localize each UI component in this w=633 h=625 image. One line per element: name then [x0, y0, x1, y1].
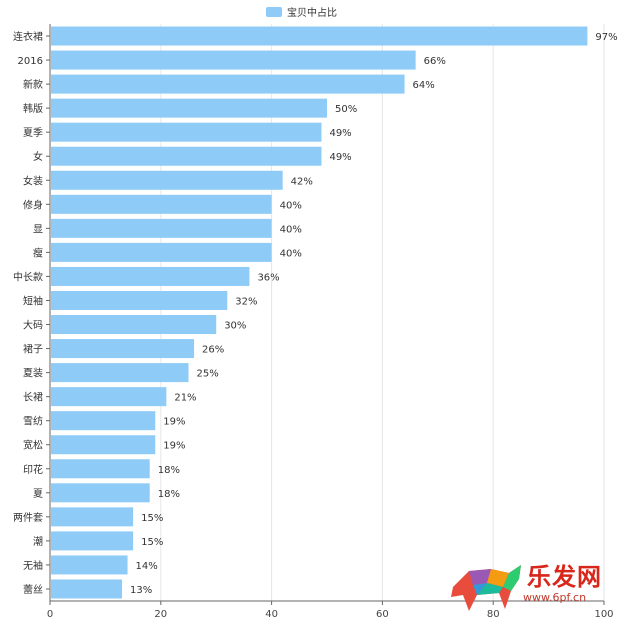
data-label: 64%: [413, 80, 435, 91]
data-label: 13%: [130, 585, 152, 596]
y-tick-label: 连衣裙: [13, 30, 43, 43]
y-tick-label: 新款: [23, 78, 43, 91]
y-tick-label: 女装: [23, 174, 43, 187]
x-tick-label: 60: [376, 609, 389, 620]
y-tick-label: 夏: [33, 488, 43, 500]
y-tick-label: 无袖: [23, 559, 43, 572]
y-tick-label: 短袖: [23, 294, 43, 307]
x-tick-label: 20: [154, 609, 167, 620]
y-tick-label: 夏季: [23, 127, 43, 139]
data-label: 42%: [291, 176, 313, 187]
data-label: 19%: [163, 441, 185, 452]
bar[interactable]: [51, 194, 272, 214]
bar[interactable]: [51, 459, 150, 479]
y-tick-label: 潮: [33, 535, 43, 548]
x-tick-label: 80: [487, 609, 500, 620]
bar[interactable]: [51, 26, 588, 46]
data-label: 15%: [141, 537, 163, 548]
bar[interactable]: [51, 146, 322, 166]
data-label: 32%: [235, 296, 257, 307]
bar[interactable]: [51, 363, 189, 383]
data-label: 49%: [329, 152, 351, 163]
y-tick-label: 宽松: [23, 439, 43, 452]
data-label: 25%: [197, 369, 219, 380]
y-tick-label: 大码: [23, 319, 43, 332]
bull-logo-icon: [451, 565, 521, 611]
data-label: 18%: [158, 489, 180, 500]
bar[interactable]: [51, 339, 195, 359]
y-tick-label: 韩版: [23, 102, 43, 115]
bar[interactable]: [51, 435, 156, 455]
legend-label: 宝贝中占比: [287, 8, 337, 19]
watermark-url: www.6pf.cn: [523, 591, 587, 604]
bar[interactable]: [51, 483, 150, 503]
data-label: 97%: [595, 32, 617, 43]
bar[interactable]: [51, 50, 416, 70]
bar[interactable]: [51, 387, 167, 407]
bar[interactable]: [51, 579, 123, 599]
legend[interactable]: 宝贝中占比: [266, 4, 337, 19]
watermark-logo: 乐发网 www.6pf.cn: [447, 553, 627, 617]
data-label: 50%: [335, 104, 357, 115]
watermark-text: 乐发网: [527, 562, 602, 591]
data-label: 40%: [280, 224, 302, 235]
data-label: 40%: [280, 200, 302, 211]
y-tick-label: 女: [33, 150, 43, 163]
bar[interactable]: [51, 411, 156, 431]
y-tick-label: 长裙: [23, 391, 43, 404]
bar[interactable]: [51, 170, 283, 190]
data-label: 21%: [174, 393, 196, 404]
x-tick-label: 0: [47, 609, 53, 620]
data-label: 40%: [280, 248, 302, 259]
bar[interactable]: [51, 122, 322, 142]
legend-swatch: [266, 6, 282, 17]
y-tick-label: 两件套: [13, 511, 43, 524]
bar[interactable]: [51, 242, 272, 262]
bar[interactable]: [51, 218, 272, 238]
x-tick-label: 40: [265, 609, 278, 620]
data-label: 18%: [158, 465, 180, 476]
y-tick-label: 雪纺: [23, 415, 43, 428]
bar[interactable]: [51, 266, 250, 286]
x-tick-label: 100: [594, 609, 613, 620]
bar[interactable]: [51, 507, 134, 527]
bar[interactable]: [51, 74, 405, 94]
data-label: 49%: [329, 128, 351, 139]
y-tick-label: 裙子: [23, 343, 43, 356]
y-tick-label: 夏装: [23, 367, 43, 380]
bar[interactable]: [51, 290, 228, 310]
y-tick-label: 蕾丝: [23, 583, 43, 596]
data-label: 66%: [424, 56, 446, 67]
data-label: 30%: [224, 321, 246, 332]
data-label: 26%: [202, 345, 224, 356]
data-label: 36%: [257, 272, 279, 283]
y-tick-label: 瘦: [33, 246, 43, 259]
data-label: 15%: [141, 513, 163, 524]
bar[interactable]: [51, 555, 128, 575]
bar[interactable]: [51, 315, 217, 335]
y-tick-label: 显: [33, 223, 43, 235]
y-tick-label: 印花: [23, 463, 43, 476]
y-tick-label: 中长款: [13, 270, 43, 283]
data-label: 14%: [136, 561, 158, 572]
y-tick-label: 修身: [23, 198, 43, 211]
bar[interactable]: [51, 531, 134, 551]
y-tick-label: 2016: [18, 56, 43, 67]
data-label: 19%: [163, 417, 185, 428]
bar[interactable]: [51, 98, 327, 118]
